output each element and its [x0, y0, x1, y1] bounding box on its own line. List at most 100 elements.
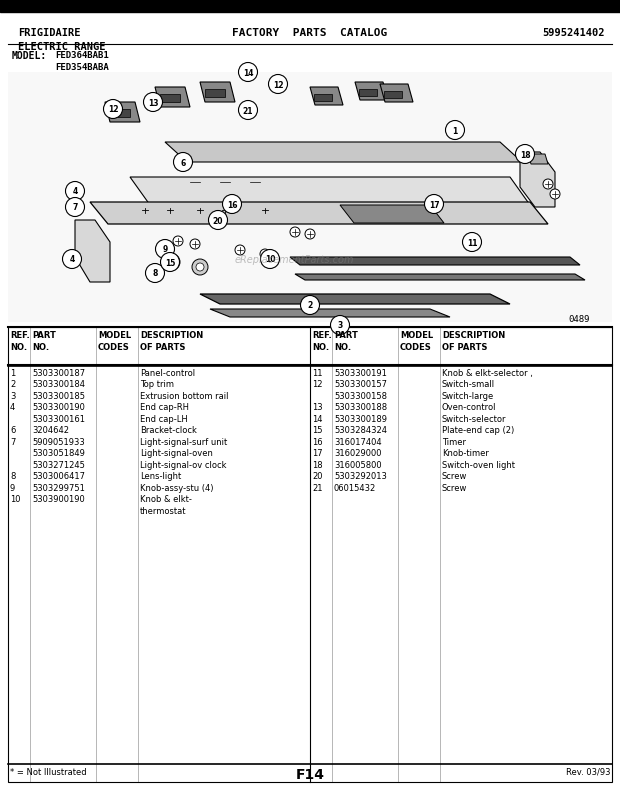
Text: 16: 16	[227, 200, 237, 209]
Text: 6: 6	[10, 426, 16, 435]
Text: eReplacementParts.com: eReplacementParts.com	[235, 255, 355, 265]
Text: 4: 4	[10, 403, 16, 412]
Text: PART
NO.: PART NO.	[32, 330, 56, 351]
Text: 5303006417: 5303006417	[32, 472, 85, 481]
Text: 9: 9	[10, 484, 16, 492]
Text: Knob-timer: Knob-timer	[442, 449, 489, 458]
Polygon shape	[130, 178, 530, 206]
Text: Switch-small: Switch-small	[442, 380, 495, 389]
Text: Switch-large: Switch-large	[442, 391, 494, 400]
Text: Knob & elkt-
thermostat: Knob & elkt- thermostat	[140, 495, 192, 515]
Bar	[205, 90, 225, 98]
Polygon shape	[75, 221, 110, 282]
Text: 12: 12	[108, 105, 118, 115]
Text: Lens-light: Lens-light	[140, 472, 181, 481]
Circle shape	[543, 180, 553, 190]
Text: * = Not Illustrated: * = Not Illustrated	[10, 767, 87, 776]
Text: 5303300189: 5303300189	[334, 415, 387, 423]
Text: 2: 2	[308, 301, 312, 310]
Text: 5303292013: 5303292013	[334, 472, 387, 481]
Text: Rev. 03/93: Rev. 03/93	[565, 767, 610, 776]
Text: 10: 10	[10, 495, 20, 504]
Bar	[384, 92, 402, 99]
Circle shape	[168, 259, 176, 267]
Polygon shape	[200, 294, 510, 305]
Circle shape	[239, 101, 257, 120]
Polygon shape	[520, 153, 555, 208]
Text: DESCRIPTION
OF PARTS: DESCRIPTION OF PARTS	[442, 330, 505, 351]
Text: 4: 4	[73, 187, 78, 196]
Text: 12: 12	[312, 380, 322, 389]
Text: MODEL
CODES: MODEL CODES	[400, 330, 433, 351]
Text: 11: 11	[467, 238, 477, 247]
Circle shape	[63, 250, 81, 269]
Circle shape	[550, 190, 560, 200]
Text: Bracket-clock: Bracket-clock	[140, 426, 197, 435]
Circle shape	[235, 245, 245, 256]
Circle shape	[330, 316, 350, 335]
Circle shape	[146, 264, 164, 283]
Text: 17: 17	[428, 200, 440, 209]
Text: REF.
NO.: REF. NO.	[312, 330, 332, 351]
Text: 5303300184: 5303300184	[32, 380, 85, 389]
Polygon shape	[310, 88, 343, 106]
Text: Top trim: Top trim	[140, 380, 174, 389]
Text: MODEL:: MODEL:	[12, 51, 47, 61]
Text: 10: 10	[265, 255, 275, 264]
Text: 5303900190: 5303900190	[32, 495, 85, 504]
Polygon shape	[528, 155, 548, 164]
Text: PART
NO.: PART NO.	[334, 330, 358, 351]
Circle shape	[463, 233, 482, 252]
Text: Switch-oven light: Switch-oven light	[442, 460, 515, 469]
Text: 20: 20	[312, 472, 322, 481]
Polygon shape	[355, 83, 388, 101]
Text: 20: 20	[213, 217, 223, 225]
Text: 9: 9	[162, 245, 167, 254]
Text: 7: 7	[10, 437, 16, 447]
Text: F14: F14	[296, 767, 324, 781]
Circle shape	[66, 182, 84, 201]
Polygon shape	[165, 143, 522, 163]
Text: 18: 18	[520, 150, 530, 160]
Text: DESCRIPTION
OF PARTS: DESCRIPTION OF PARTS	[140, 330, 203, 351]
Text: Switch-selector: Switch-selector	[442, 415, 507, 423]
Text: Plate-end cap (2): Plate-end cap (2)	[442, 426, 514, 435]
Text: Timer: Timer	[442, 437, 466, 447]
Text: 5303299751: 5303299751	[32, 484, 85, 492]
Bar	[160, 95, 180, 103]
Text: 1: 1	[453, 127, 458, 136]
Text: 5303300185: 5303300185	[32, 391, 85, 400]
Text: 7: 7	[73, 203, 78, 213]
Text: 5303300190: 5303300190	[32, 403, 85, 412]
Text: 14: 14	[243, 68, 253, 78]
Polygon shape	[210, 310, 450, 318]
Bar	[314, 95, 332, 102]
Text: MODEL
CODES: MODEL CODES	[98, 330, 131, 351]
Text: 5303300187: 5303300187	[32, 369, 85, 378]
Bar	[8, 73, 612, 322]
Polygon shape	[90, 203, 548, 225]
Text: 3: 3	[337, 321, 343, 330]
Polygon shape	[200, 83, 235, 103]
Text: 316005800: 316005800	[334, 460, 382, 469]
Circle shape	[260, 250, 280, 269]
Circle shape	[190, 240, 200, 249]
Text: FED364BAB1
FED354BABA: FED364BAB1 FED354BABA	[55, 51, 108, 72]
Circle shape	[161, 253, 180, 272]
Circle shape	[156, 241, 174, 259]
Text: Screw: Screw	[442, 472, 467, 481]
Circle shape	[173, 237, 183, 247]
Bar	[359, 90, 377, 97]
Polygon shape	[105, 103, 140, 123]
Text: 5303284324: 5303284324	[334, 426, 387, 435]
Text: 15: 15	[165, 258, 175, 267]
Circle shape	[143, 93, 162, 112]
Polygon shape	[155, 88, 190, 107]
Bar	[0, 0, 620, 13]
Text: 5909051933: 5909051933	[32, 437, 85, 447]
Text: 17: 17	[312, 449, 322, 458]
Text: 5303051849: 5303051849	[32, 449, 85, 458]
Circle shape	[305, 229, 315, 240]
Text: 13: 13	[148, 99, 158, 107]
Polygon shape	[340, 206, 444, 224]
